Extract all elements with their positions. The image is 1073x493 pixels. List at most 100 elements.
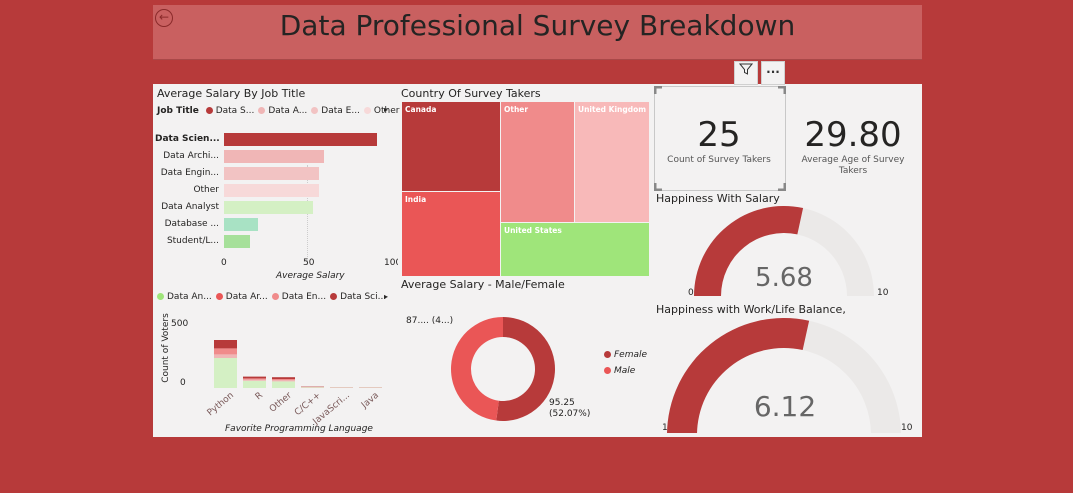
treemap-cell-united-states[interactable]: United States xyxy=(500,222,650,277)
stacked-segment[interactable] xyxy=(214,358,237,388)
donut-chart[interactable] xyxy=(443,305,563,425)
salary-bar[interactable] xyxy=(224,218,259,231)
treemap-label: Canada xyxy=(405,105,437,114)
stacked-segment[interactable] xyxy=(243,380,266,388)
stacked-segment[interactable] xyxy=(272,380,295,382)
treemap-label: United Kingdom xyxy=(578,105,647,114)
count-card-frame[interactable] xyxy=(654,86,786,191)
gauge-salary-min: 0 xyxy=(688,288,694,298)
stacked-segment[interactable] xyxy=(214,354,237,358)
filter-button[interactable] xyxy=(734,61,758,85)
stacked-segment[interactable] xyxy=(214,340,237,349)
bar-chart-legend: Job Title Data S... Data A... Data E... Oth… xyxy=(157,106,399,116)
treemap-title: Country Of Survey Takers xyxy=(401,87,541,100)
legend-label: Data Sci... xyxy=(340,292,387,302)
salary-bar[interactable] xyxy=(224,184,320,197)
donut-legend: Female Male xyxy=(604,350,647,382)
legend-item[interactable]: Data S... xyxy=(205,106,254,116)
legend-dot-icon xyxy=(205,107,213,114)
salary-bar[interactable] xyxy=(224,235,251,248)
legend-item[interactable]: Data An... xyxy=(157,292,212,302)
legend-label: Other xyxy=(373,106,400,116)
salary-bar[interactable] xyxy=(224,150,325,163)
funnel-icon xyxy=(738,63,754,75)
stacked-segment[interactable] xyxy=(272,377,295,379)
count-value: 25 xyxy=(697,115,741,155)
gauge-balance[interactable] xyxy=(656,315,921,433)
salary-bar[interactable] xyxy=(224,201,313,214)
legend-dot-icon xyxy=(215,293,223,300)
legend-dot-icon xyxy=(311,107,319,114)
legend-item[interactable]: Data En... xyxy=(271,292,327,302)
x-tick-label: Python xyxy=(206,391,236,419)
legend-label: Data E... xyxy=(321,106,360,116)
legend-dot-icon xyxy=(604,351,611,358)
age-card: 29.80 Average Age of Survey Takers xyxy=(793,115,913,177)
legend-label: Data Ar... xyxy=(225,292,268,302)
legend-item[interactable]: Data Ar... xyxy=(215,292,268,302)
donut-label-female-pct: (52.07%) xyxy=(549,409,591,419)
stacked-segment[interactable] xyxy=(243,376,266,379)
toolbar-band xyxy=(153,60,922,84)
x-tick-50: 50 xyxy=(303,258,315,268)
gauge-salary-title: Happiness With Salary xyxy=(656,192,780,205)
legend-dot-icon xyxy=(157,293,164,300)
legend-next-icon[interactable]: ▸ xyxy=(384,105,389,114)
donut-slice[interactable] xyxy=(496,317,555,421)
stacked-segment[interactable] xyxy=(214,348,237,355)
legend-label: Data En... xyxy=(281,292,327,302)
salary-bar[interactable] xyxy=(224,167,320,180)
y-tick-500: 500 xyxy=(171,319,189,329)
category-label: Database ... xyxy=(164,219,219,229)
treemap-cell-other[interactable]: Other xyxy=(500,101,575,223)
x-tick-100: 100 xyxy=(384,258,398,268)
x-tick-label: Other xyxy=(268,390,294,414)
category-label: Data Engin... xyxy=(160,168,219,178)
category-label: Data Archi... xyxy=(163,151,219,161)
ellipsis-icon: ··· xyxy=(766,65,780,79)
treemap-cell-canada[interactable]: Canada xyxy=(401,101,501,192)
stacked-legend: Data An... Data Ar... Data En... Data Sci..… xyxy=(157,292,390,302)
category-label: Data Analyst xyxy=(161,202,219,212)
x-tick-label: Java xyxy=(359,391,381,412)
age-label: Average Age of Survey Takers xyxy=(801,155,905,176)
stacked-segment[interactable] xyxy=(243,378,266,380)
stacked-segment[interactable] xyxy=(301,387,324,388)
legend-label: Data An... xyxy=(167,292,212,302)
legend-item[interactable]: Male xyxy=(604,366,647,376)
count-card: 25 Count of Survey Takers xyxy=(654,115,784,166)
stacked-chart-plot[interactable]: Python R Other C/C++JavaScri... Java xyxy=(197,317,393,427)
treemap-label: United States xyxy=(504,226,562,235)
gauge-salary-max: 10 xyxy=(877,288,889,298)
legend-item[interactable]: Data Sci... xyxy=(330,292,386,302)
legend-label: Female xyxy=(614,350,648,360)
treemap-cell-india[interactable]: India xyxy=(401,191,501,277)
donut-label-female: 95.25 xyxy=(549,398,575,408)
legend-item[interactable]: Female xyxy=(604,350,647,360)
more-options-button[interactable]: ··· xyxy=(761,61,785,85)
gauge-balance-min: 1 xyxy=(662,423,668,433)
gauge-salary-value: 5.68 xyxy=(755,263,813,293)
stacked-segment[interactable] xyxy=(272,381,295,388)
stacked-x-axis-label: Favorite Programming Language xyxy=(225,424,373,434)
legend-item[interactable]: Other xyxy=(363,106,400,116)
stacked-segment[interactable] xyxy=(243,379,266,381)
category-label: Other xyxy=(193,185,219,195)
legend-item[interactable]: Data E... xyxy=(311,106,360,116)
category-label: Data Scien... xyxy=(155,134,219,144)
treemap-label: Other xyxy=(504,105,529,114)
legend-dot-icon xyxy=(258,107,266,114)
x-tick-0: 0 xyxy=(221,258,227,268)
gauge-salary[interactable] xyxy=(656,204,916,299)
stacked-segment[interactable] xyxy=(272,379,295,381)
donut-slice[interactable] xyxy=(450,317,503,421)
salary-bar[interactable] xyxy=(224,133,377,146)
x-axis-label: Average Salary xyxy=(276,271,345,281)
selection-corners xyxy=(654,86,786,191)
back-icon[interactable]: ← xyxy=(155,9,173,27)
bar-chart-title: Average Salary By Job Title xyxy=(157,87,306,100)
treemap-cell-united-kingdom[interactable]: United Kingdom xyxy=(574,101,650,223)
legend-next-icon[interactable]: ▸ xyxy=(384,292,389,301)
report-header: ← Data Professional Survey Breakdown xyxy=(153,5,922,60)
legend-item[interactable]: Data A... xyxy=(258,106,307,116)
